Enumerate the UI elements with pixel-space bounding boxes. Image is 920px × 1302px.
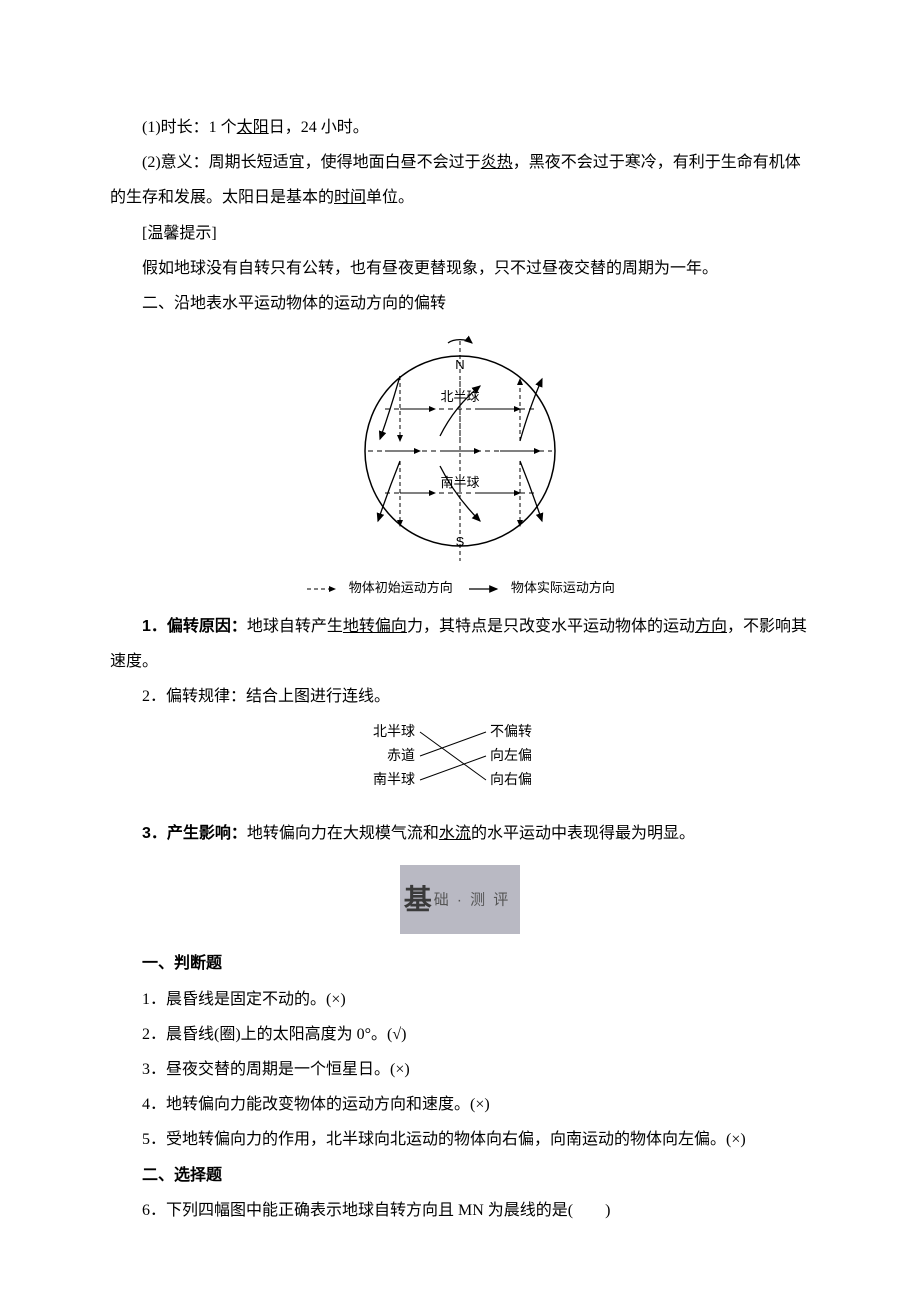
point-3: 3．产生影响：地转偏向力在大规模气流和水流的水平运动中表现得最为明显。 [110, 816, 810, 851]
judge-item-4: 4．地转偏向力能改变物体的运动方向和速度。(×) [110, 1087, 810, 1122]
judge-item-2: 2．晨昏线(圈)上的太阳高度为 0°。(√) [110, 1017, 810, 1052]
judge-section-title: 一、判断题 [110, 946, 810, 981]
text: 力，其特点是只改变水平运动物体的运动 [407, 618, 695, 635]
paragraph-meaning: (2)意义：周期长短适宜，使得地面白昼不会过于炎热，黑夜不会过于寒冷，有利于生命… [110, 145, 810, 215]
point-1: 1．偏转原因：地球自转产生地转偏向力，其特点是只改变水平运动物体的运动方向，不影… [110, 609, 810, 679]
underline-text: 炎热 [481, 154, 513, 171]
point-2: 2．偏转规律：结合上图进行连线。 [110, 679, 810, 714]
point-1-lead: 1．偏转原因： [142, 618, 247, 635]
judge-item-1: 1．晨昏线是固定不动的。(×) [110, 982, 810, 1017]
section-banner: 基础 · 测 评 [110, 865, 810, 935]
question-6: 6．下列四幅图中能正确表示地球自转方向且 MN 为晨线的是( ) [110, 1193, 810, 1228]
tip-label: [温馨提示] [110, 216, 810, 251]
legend-left: 物体初始运动方向 [349, 580, 453, 595]
underline-text: 水流 [439, 825, 471, 842]
text: 单位。 [366, 189, 414, 206]
section-2-title: 二、沿地表水平运动物体的运动方向的偏转 [110, 286, 810, 321]
text: (2)意义：周期长短适宜，使得地面白昼不会过于 [142, 154, 481, 171]
diagram-legend: 物体初始运动方向 物体实际运动方向 [110, 574, 810, 603]
s-label: S [456, 534, 465, 549]
match-right-2: 向右偏 [490, 772, 532, 788]
point-3-lead: 3．产生影响： [142, 825, 247, 842]
underline-text: 方向 [695, 618, 727, 635]
match-left-0: 北半球 [373, 724, 415, 740]
paragraph-duration: (1)时长：1 个太阳日，24 小时。 [110, 110, 810, 145]
judge-item-3: 3．昼夜交替的周期是一个恒星日。(×) [110, 1052, 810, 1087]
coriolis-diagram: N S 北半球 南半球 物体初始运动 [110, 331, 810, 603]
banner-big-char: 基 [404, 884, 432, 915]
text: (1)时长：1 个 [142, 119, 237, 136]
text: 地球自转产生 [247, 618, 343, 635]
matching-diagram: 北半球 赤道 南半球 不偏转 向左偏 向右偏 [110, 720, 810, 805]
underline-text: 太阳 [237, 119, 269, 136]
underline-text: 地转偏向 [343, 618, 407, 635]
text: 的水平运动中表现得最为明显。 [471, 825, 695, 842]
south-hemisphere-label: 南半球 [440, 475, 479, 490]
match-right-1: 向左偏 [490, 748, 532, 764]
match-left-2: 南半球 [373, 772, 415, 788]
underline-text: 时间 [334, 189, 366, 206]
choice-section-title: 二、选择题 [110, 1158, 810, 1193]
legend-right: 物体实际运动方向 [511, 580, 615, 595]
n-label: N [455, 357, 464, 372]
banner-small-text: 础 · 测 评 [434, 891, 511, 908]
north-hemisphere-label: 北半球 [440, 389, 479, 404]
match-right-0: 不偏转 [490, 724, 532, 740]
judge-item-5: 5．受地转偏向力的作用，北半球向北运动的物体向右偏，向南运动的物体向左偏。(×) [110, 1122, 810, 1157]
match-left-1: 赤道 [387, 748, 415, 764]
text: 日，24 小时。 [269, 119, 369, 136]
text: 地转偏向力在大规模气流和 [247, 825, 439, 842]
tip-text: 假如地球没有自转只有公转，也有昼夜更替现象，只不过昼夜交替的周期为一年。 [110, 251, 810, 286]
